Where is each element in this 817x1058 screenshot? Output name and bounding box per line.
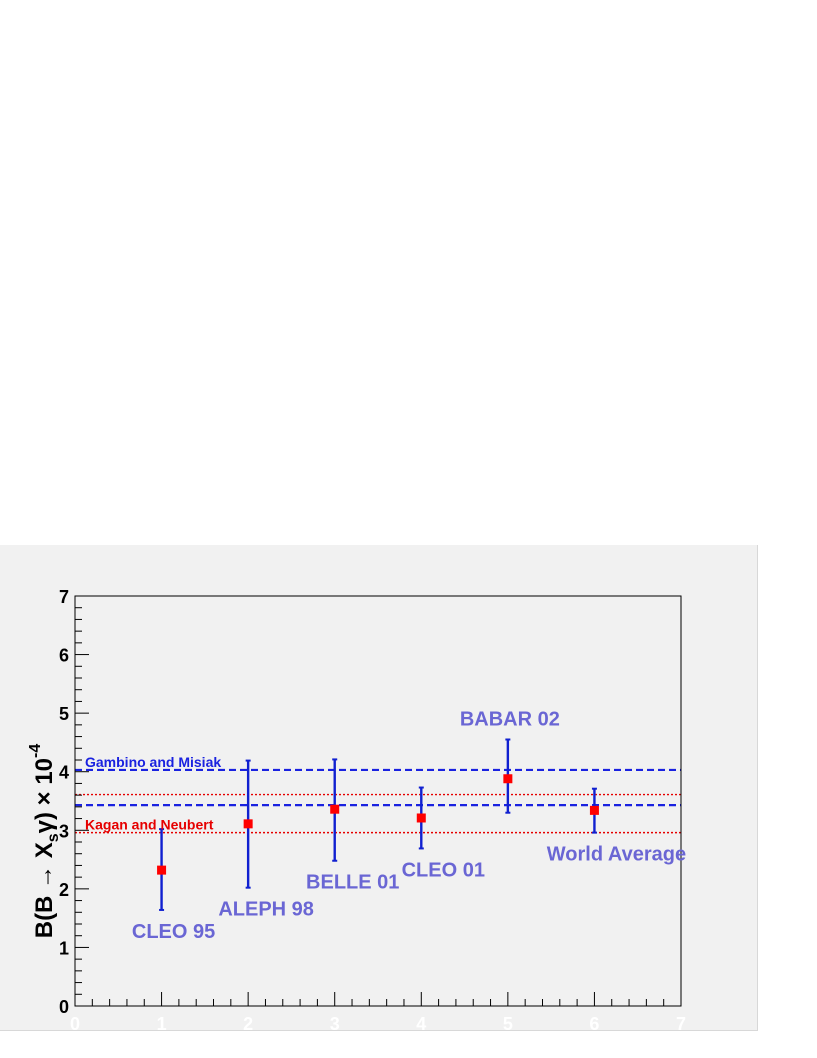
y-tick-label: 0 xyxy=(59,997,69,1017)
data-marker xyxy=(589,805,599,815)
plot-canvas: 0 1 2 3 4 5 6 7 0 1 2 3 4 5 6 7 CLEO 95 ALEPH 98 BELLE 01… xyxy=(0,545,758,1031)
x-tick-label: 4 xyxy=(416,1014,426,1030)
data-marker xyxy=(330,804,340,814)
theory-bands xyxy=(75,768,681,834)
point-label: CLEO 95 xyxy=(132,921,215,943)
point-label: World Average xyxy=(547,844,686,866)
x-tick-label: 0 xyxy=(70,1014,80,1030)
x-tick-label: 2 xyxy=(243,1014,253,1030)
data-marker xyxy=(503,774,513,784)
y-axis-label-prefix: B(B → X xyxy=(31,842,58,938)
x-tick-label: 1 xyxy=(157,1014,167,1030)
axes: 0 1 2 3 4 5 6 7 0 1 2 3 4 5 6 7 xyxy=(59,587,686,1030)
data-marker xyxy=(157,865,167,875)
band-label-kagan: Kagan and Neubert xyxy=(85,817,214,833)
y-axis-label: B(B → Xsγ) × 10-4 xyxy=(27,744,62,939)
y-tick-label: 6 xyxy=(59,646,69,666)
data-marker xyxy=(243,819,253,829)
data-marker xyxy=(416,813,426,823)
plot-frame xyxy=(74,595,682,1007)
data-markers xyxy=(157,774,599,875)
point-label: BELLE 01 xyxy=(306,872,399,894)
y-tick-label: 3 xyxy=(59,821,69,841)
y-tick-label: 5 xyxy=(59,704,69,724)
point-label: CLEO 01 xyxy=(402,859,485,881)
x-tick-label: 6 xyxy=(589,1014,599,1030)
y-tick-label: 2 xyxy=(59,880,69,900)
y-tick-label: 1 xyxy=(59,938,69,958)
point-label: ALEPH 98 xyxy=(218,899,314,921)
y-axis-label-sub: s xyxy=(45,833,62,842)
band-label-gambino: Gambino and Misiak xyxy=(85,754,221,770)
x-tick-label: 3 xyxy=(330,1014,340,1030)
y-axis-label-mid: γ) × 10 xyxy=(31,758,58,833)
x-tick-label: 5 xyxy=(503,1014,513,1030)
y-tick-label: 7 xyxy=(59,587,69,607)
band-labels: Gambino and Misiak Kagan and Neubert xyxy=(85,754,221,833)
x-tick-label: 7 xyxy=(676,1014,686,1030)
point-label: BABAR 02 xyxy=(460,709,560,731)
y-axis-label-sup: -4 xyxy=(27,744,44,758)
y-tick-label: 4 xyxy=(59,763,69,783)
